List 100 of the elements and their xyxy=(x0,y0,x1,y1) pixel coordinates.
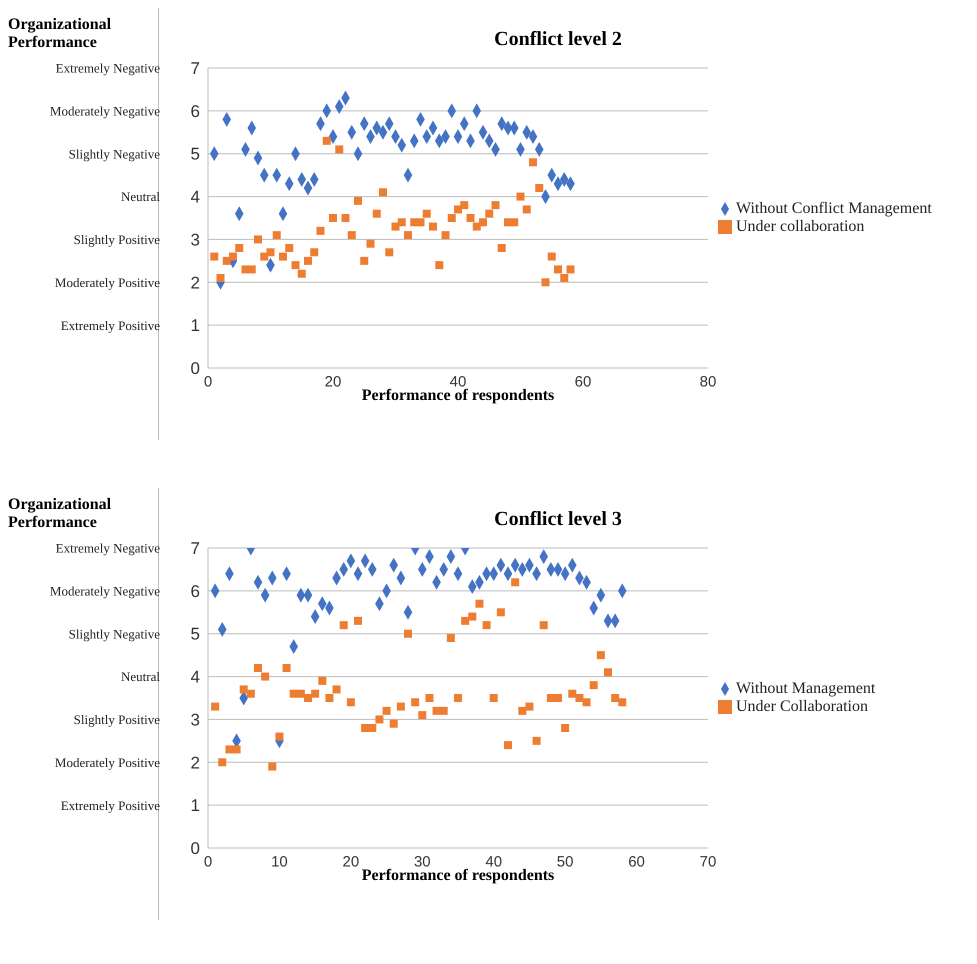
point xyxy=(446,634,455,642)
point xyxy=(490,694,498,702)
point xyxy=(482,621,491,630)
point xyxy=(382,706,391,715)
point xyxy=(342,214,350,222)
point xyxy=(618,698,626,706)
point xyxy=(311,690,320,698)
point xyxy=(218,758,226,766)
y-tick-label: 1 xyxy=(190,316,200,336)
point xyxy=(366,240,374,248)
category-label: Moderately Negative xyxy=(50,583,160,598)
point xyxy=(292,261,300,270)
point xyxy=(266,248,274,256)
point xyxy=(318,676,326,685)
x-tick-label: 20 xyxy=(324,374,342,391)
point xyxy=(354,196,362,205)
point xyxy=(492,201,500,210)
point xyxy=(542,278,550,286)
point xyxy=(454,205,462,214)
point xyxy=(532,736,541,745)
category-label: Slightly Negative xyxy=(68,626,160,642)
point xyxy=(404,231,412,240)
point xyxy=(411,698,420,706)
point xyxy=(496,608,505,616)
y-tick-label: 4 xyxy=(190,188,200,207)
point xyxy=(425,694,434,702)
chart-title: Conflict level 3 xyxy=(493,508,623,531)
point xyxy=(360,256,368,265)
chart-title: Conflict level 2 xyxy=(493,28,623,51)
category-label: Neutral xyxy=(121,669,160,684)
point xyxy=(596,651,605,660)
y-tick-label: 7 xyxy=(190,539,200,558)
point xyxy=(210,252,218,261)
y-tick-label: 1 xyxy=(190,796,200,816)
category-label: Extremely Negative xyxy=(56,540,160,556)
point xyxy=(468,612,476,621)
point xyxy=(435,261,444,270)
x-tick-label: 0 xyxy=(204,854,212,871)
point xyxy=(310,248,318,256)
category-label: Slightly Positive xyxy=(74,232,160,248)
y-tick-label: 2 xyxy=(190,273,200,292)
point xyxy=(454,694,462,702)
legend-label: Without Conflict Management xyxy=(736,200,932,217)
point xyxy=(475,600,484,608)
point xyxy=(504,741,512,750)
legend-label: Under collaboration xyxy=(736,218,864,235)
y-tick-label: 6 xyxy=(190,102,200,121)
point xyxy=(254,664,262,672)
point xyxy=(385,248,394,256)
x-tick-label: 80 xyxy=(700,374,716,391)
y-tick-label: 0 xyxy=(190,839,200,858)
point xyxy=(240,685,248,694)
point xyxy=(329,214,337,222)
y-tick-label: 5 xyxy=(190,624,200,644)
point xyxy=(229,252,237,261)
point xyxy=(340,621,348,630)
y-axis-title: Organizational Performance xyxy=(8,16,112,52)
point xyxy=(611,694,620,702)
y-tick-label: 4 xyxy=(190,668,200,687)
point xyxy=(332,685,341,694)
point xyxy=(418,711,426,720)
point xyxy=(254,235,262,244)
point xyxy=(348,231,356,240)
point xyxy=(279,252,287,261)
x-axis-title: Performance of respondents xyxy=(362,387,554,404)
point xyxy=(296,690,305,698)
point xyxy=(316,226,324,235)
y-tick-label: 0 xyxy=(190,359,200,378)
point xyxy=(429,222,437,231)
point xyxy=(404,630,412,638)
point xyxy=(248,265,256,274)
point xyxy=(525,702,534,711)
x-tick-label: 60 xyxy=(574,374,592,391)
x-tick-label: 50 xyxy=(556,854,574,871)
point xyxy=(516,192,524,201)
point xyxy=(440,706,448,715)
point xyxy=(535,184,544,192)
point xyxy=(398,218,406,226)
point xyxy=(392,222,400,231)
category-label: Extremely Negative xyxy=(56,60,160,76)
point xyxy=(390,720,398,728)
y-tick-label: 6 xyxy=(190,582,200,601)
point xyxy=(275,732,284,741)
y-axis-title: Organizational Performance xyxy=(8,496,112,532)
point xyxy=(246,690,255,698)
point xyxy=(422,210,431,218)
point xyxy=(216,274,224,282)
point xyxy=(554,265,562,274)
point xyxy=(285,244,294,252)
y-tick-label: 5 xyxy=(190,144,200,164)
point xyxy=(522,205,531,214)
point xyxy=(335,145,344,154)
category-label: Extremely Positive xyxy=(60,318,160,333)
point xyxy=(304,694,312,702)
x-tick-label: 60 xyxy=(628,854,645,871)
point xyxy=(361,724,370,732)
point xyxy=(416,218,424,226)
point xyxy=(485,210,494,218)
category-label: Slightly Negative xyxy=(68,146,160,162)
point xyxy=(498,244,506,252)
